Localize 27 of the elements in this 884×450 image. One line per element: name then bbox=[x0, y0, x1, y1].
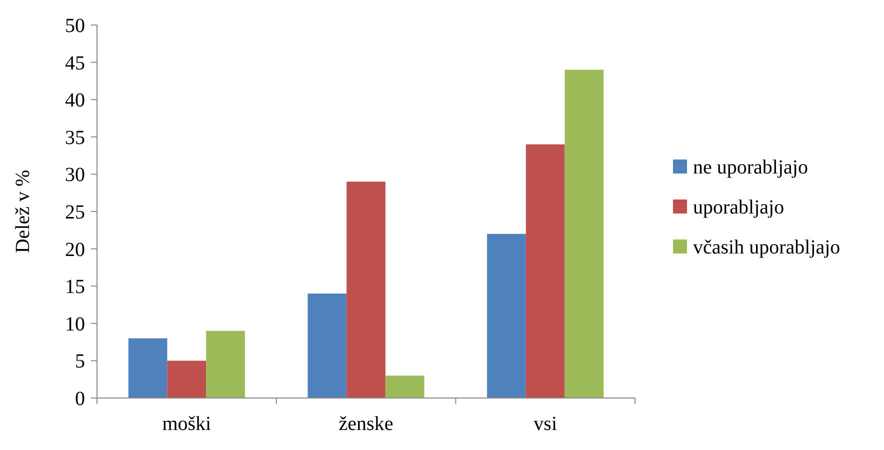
legend-label: včasih uporabljajo bbox=[693, 236, 840, 258]
bar bbox=[128, 338, 168, 398]
x-tick-label: vsi bbox=[534, 413, 558, 435]
bar bbox=[385, 376, 424, 398]
y-tick-label: 20 bbox=[65, 238, 85, 261]
y-tick-label: 15 bbox=[65, 276, 85, 298]
bar bbox=[564, 70, 604, 398]
bar bbox=[487, 234, 526, 398]
x-tick-label: moški bbox=[162, 413, 212, 435]
y-tick-label: 45 bbox=[65, 52, 85, 74]
bar bbox=[526, 144, 565, 398]
legend-label: ne uporabljajo bbox=[693, 156, 808, 178]
y-tick-label: 40 bbox=[65, 90, 85, 112]
y-tick-label: 10 bbox=[65, 313, 85, 336]
y-tick-label: 50 bbox=[65, 15, 85, 37]
bar bbox=[167, 360, 206, 398]
y-tick-label: 25 bbox=[65, 202, 85, 224]
bar bbox=[308, 294, 347, 398]
y-tick-label: 30 bbox=[65, 164, 85, 186]
y-tick-label: 5 bbox=[75, 350, 85, 373]
y-axis-title: Delež v % bbox=[12, 170, 34, 254]
bar bbox=[206, 330, 245, 398]
x-tick-label: ženske bbox=[338, 413, 394, 435]
bar bbox=[346, 182, 386, 398]
legend-label: uporabljajo bbox=[693, 196, 784, 218]
y-tick-label: 0 bbox=[75, 388, 85, 410]
y-tick-label: 35 bbox=[65, 126, 85, 149]
